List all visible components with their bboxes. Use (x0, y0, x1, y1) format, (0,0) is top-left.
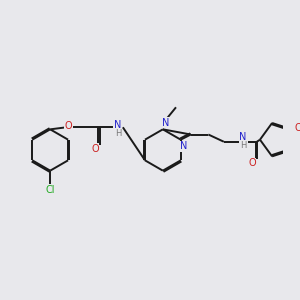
Text: N: N (180, 141, 187, 151)
Text: H: H (115, 129, 122, 138)
Text: O: O (91, 144, 99, 154)
Text: Cl: Cl (46, 185, 55, 195)
Text: O: O (295, 123, 300, 134)
Text: O: O (248, 158, 256, 168)
Text: O: O (64, 121, 72, 131)
Text: H: H (240, 141, 246, 150)
Text: N: N (239, 132, 247, 142)
Text: N: N (162, 118, 169, 128)
Text: N: N (115, 120, 122, 130)
